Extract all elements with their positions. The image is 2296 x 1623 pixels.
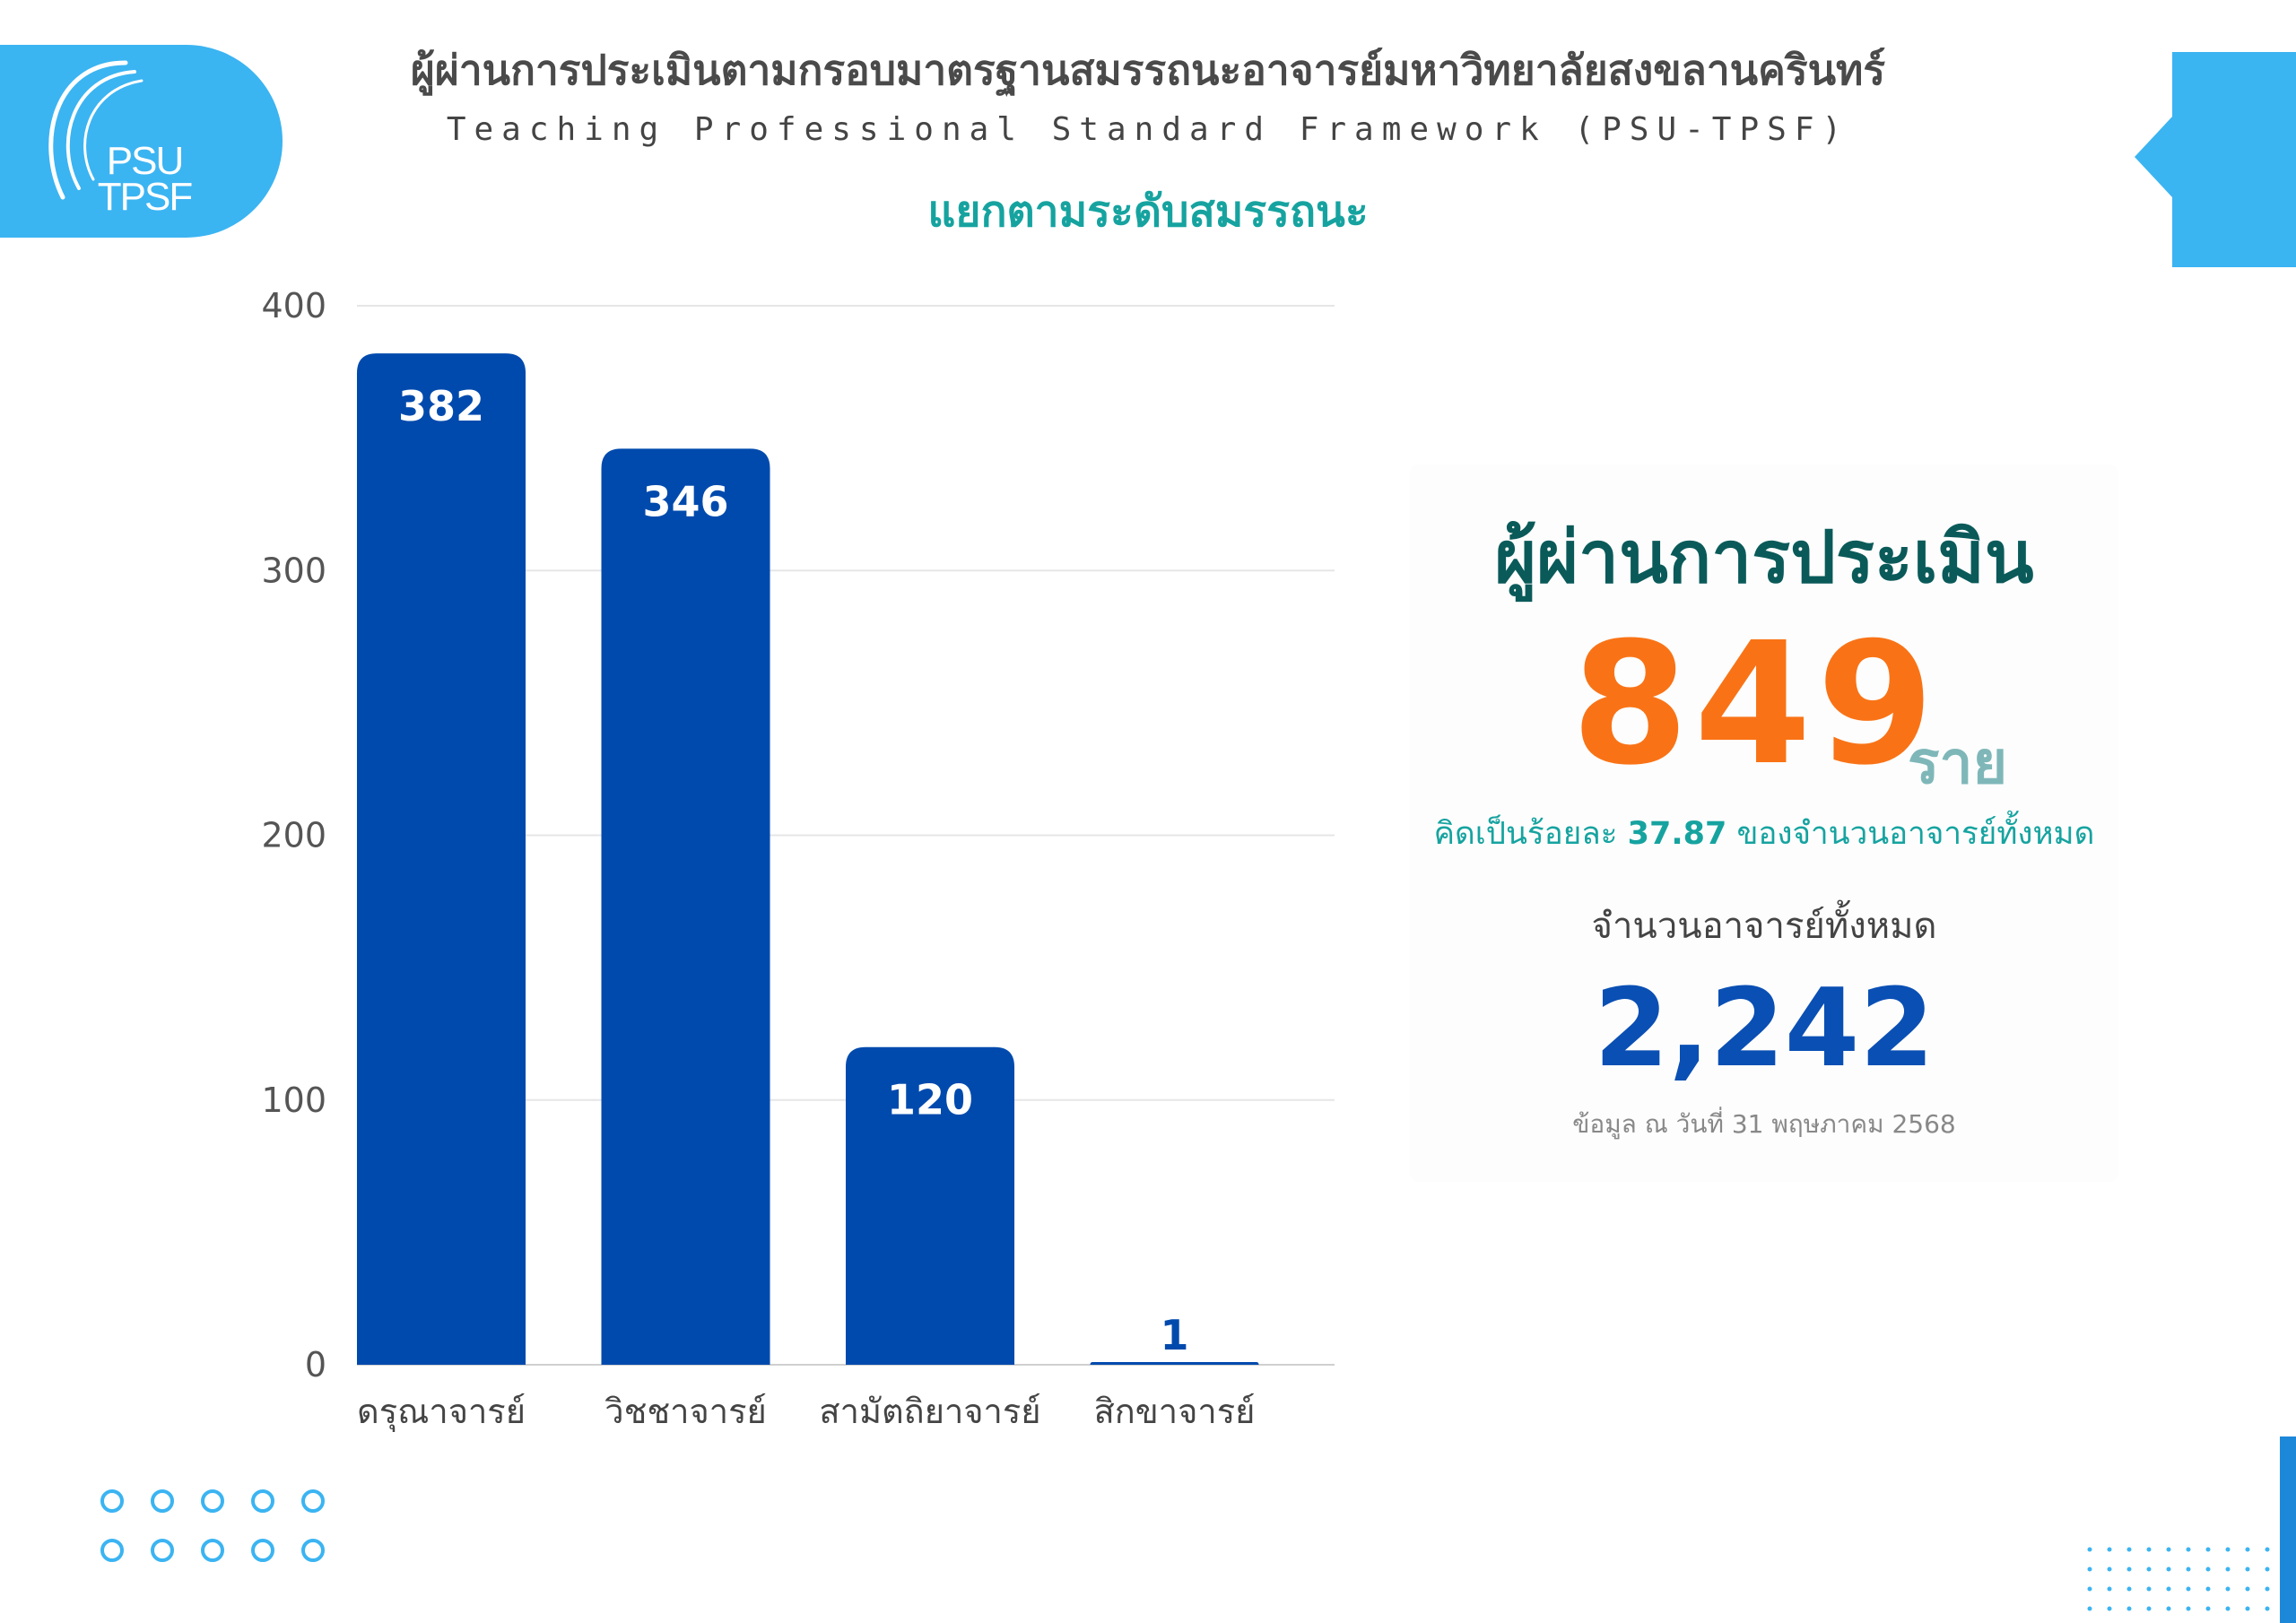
decor-ring [100, 1489, 124, 1513]
x-tick-label: สิกขาจารย์ [1094, 1392, 1256, 1431]
decor-dot [2186, 1547, 2191, 1552]
decor-dot [2087, 1586, 2092, 1592]
decor-ring [100, 1539, 124, 1562]
decor-dot [2265, 1606, 2270, 1611]
decor-dot [2186, 1606, 2191, 1611]
percent-prefix: คิดเป็นร้อยละ [1433, 816, 1618, 852]
decor-dot [2166, 1586, 2171, 1592]
percent-line: คิดเป็นร้อยละ 37.87 ของจำนวนอาจารย์ทั้งห… [1410, 809, 2118, 858]
decor-dot [2225, 1547, 2231, 1552]
logo-badge: PSU TPSF Teaching Professional Standards… [0, 45, 283, 269]
logo-swirl-icon [48, 60, 144, 200]
decor-dot [2265, 1586, 2270, 1592]
percent-suffix: ของจำนวนอาจารย์ทั้งหมด [1736, 816, 2095, 852]
decor-dot [2205, 1586, 2211, 1592]
decor-dot [2126, 1547, 2132, 1552]
summary-card: ผู้ผ่านการประเมิน 849 ราย คิดเป็นร้อยละ … [1410, 464, 2118, 1182]
decor-dot [2166, 1606, 2171, 1611]
decor-side-bar [2280, 1436, 2296, 1623]
bars: 382 346 120 1 [357, 353, 1259, 1365]
decor-corner-block [2172, 52, 2296, 267]
decor-dot [2107, 1606, 2112, 1611]
decor-dot [2146, 1547, 2152, 1552]
y-axis: 0 100 200 300 400 [261, 286, 326, 1384]
decor-dot [2126, 1567, 2132, 1572]
as-of-date: ข้อมูล ณ วันที่ 31 พฤษภาคม 2568 [1572, 1109, 1956, 1139]
decor-ring [201, 1489, 224, 1513]
decor-ring [251, 1539, 274, 1562]
decor-dot [2107, 1547, 2112, 1552]
decor-dot [2107, 1567, 2112, 1572]
x-tick-label: สามัตถิยาจารย์ [819, 1392, 1040, 1431]
decor-dot [2107, 1586, 2112, 1592]
decor-dot [2186, 1586, 2191, 1592]
decor-dot [2146, 1606, 2152, 1611]
decor-dot [2245, 1567, 2250, 1572]
decor-dot [2225, 1567, 2231, 1572]
page-subtitle: Teaching Professional Standard Framework… [446, 111, 1850, 148]
passed-count: 849 [1571, 606, 1940, 803]
decor-dot [2126, 1606, 2132, 1611]
decor-ring [301, 1539, 325, 1562]
decor-dot [2126, 1586, 2132, 1592]
percent-value: 37.87 [1627, 816, 1727, 852]
y-tick-label: 400 [261, 286, 326, 325]
y-tick-label: 300 [261, 551, 326, 590]
decor-triangle [2135, 117, 2172, 197]
decor-dot [2245, 1606, 2250, 1611]
x-axis: ดรุณาจารย์ วิชชาจารย์ สามัตถิยาจารย์ สิกขาจ… [357, 1392, 1255, 1432]
page-title: ผู้ผ่านการประเมินตามกรอบมาตรฐานสมรรถนะอา… [410, 46, 1886, 94]
y-tick-label: 200 [261, 816, 326, 855]
decor-dot [2087, 1567, 2092, 1572]
decor-dot [2225, 1586, 2231, 1592]
decor-dot [2146, 1567, 2152, 1572]
decor-dots [100, 1489, 2270, 1611]
decor-ring [151, 1539, 174, 1562]
decor-dot [2245, 1547, 2250, 1552]
bar [846, 1046, 1015, 1365]
logo-caption: Teaching Professional Standards Framewor… [50, 243, 165, 269]
decor-dot [2265, 1547, 2270, 1552]
bar [601, 448, 770, 1365]
bar [1090, 1362, 1259, 1365]
total-label: จำนวนอาจารย์ทั้งหมด [1591, 906, 1937, 947]
decor-dot [2225, 1606, 2231, 1611]
y-tick-label: 0 [305, 1345, 326, 1384]
decor-ring [201, 1539, 224, 1562]
section-title: แยกตามระดับสมรรถนะ [927, 187, 1369, 237]
summary-title: ผู้ผ่านการประเมิน [1494, 516, 2034, 599]
bar-value-label: 346 [642, 477, 728, 525]
decor-dot [2186, 1567, 2191, 1572]
decor-dot [2245, 1586, 2250, 1592]
decor-dot [2265, 1567, 2270, 1572]
bar-value-label: 1 [1161, 1311, 1189, 1359]
logo-text: PSU TPSF [97, 139, 193, 219]
decor-dot [2166, 1567, 2171, 1572]
decor-dot [2205, 1567, 2211, 1572]
decor-ring [151, 1489, 174, 1513]
decor-dot [2166, 1547, 2171, 1552]
passed-unit: ราย [1908, 728, 2008, 797]
bar [357, 353, 526, 1365]
decor-dot [2087, 1606, 2092, 1611]
decor-dot [2205, 1547, 2211, 1552]
y-tick-label: 100 [261, 1081, 326, 1120]
bar-value-label: 120 [887, 1076, 973, 1124]
bar-value-label: 382 [398, 382, 484, 430]
decor-dot [2205, 1606, 2211, 1611]
decor-dot [2146, 1586, 2152, 1592]
x-tick-label: ดรุณาจารย์ [357, 1392, 526, 1432]
x-tick-label: วิชชาจารย์ [604, 1392, 767, 1431]
decor-dot [2087, 1547, 2092, 1552]
decor-ring [301, 1489, 325, 1513]
decor-ring [251, 1489, 274, 1513]
total-count: 2,242 [1594, 967, 1935, 1091]
